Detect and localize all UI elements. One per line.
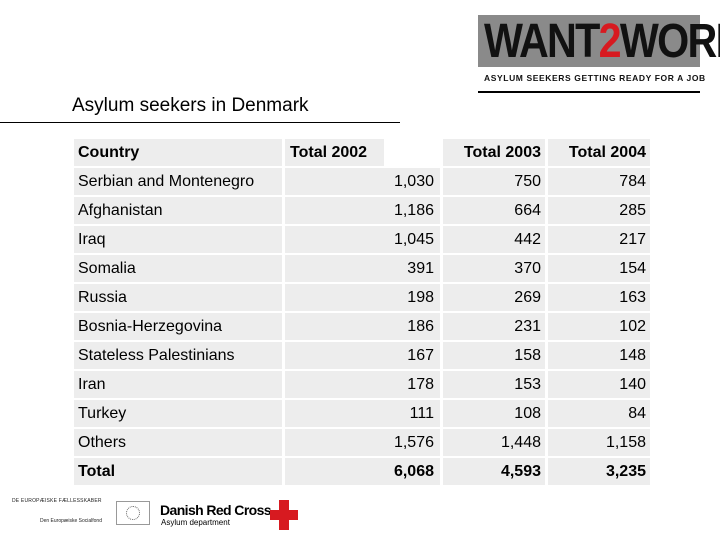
header-2004: Total 2004	[548, 139, 650, 166]
cell-country: Somalia	[74, 255, 282, 282]
cell-2002: 1,045	[285, 226, 440, 253]
cell-2003: 442	[443, 226, 545, 253]
cell-2002: 1,186	[285, 197, 440, 224]
esf-label: Den Europæiske Socialfond	[40, 518, 102, 524]
cell-country: Others	[74, 429, 282, 456]
drc-name: Danish Red Cross	[160, 502, 272, 518]
cell-2003: 231	[443, 313, 545, 340]
total-label: Total	[74, 458, 282, 485]
table-row: Others 1,576 1,448 1,158	[74, 428, 650, 457]
cell-2003: 269	[443, 284, 545, 311]
logo-tagline: ASYLUM SEEKERS GETTING READY FOR A JOB	[484, 73, 706, 83]
cell-country: Stateless Palestinians	[74, 342, 282, 369]
cell-country: Turkey	[74, 400, 282, 427]
logo-background	[478, 15, 700, 67]
table-row: Serbian and Montenegro 1,030 750 784	[74, 167, 650, 196]
cell-country: Afghanistan	[74, 197, 282, 224]
table-row: Afghanistan 1,186 664 285	[74, 196, 650, 225]
cell-2003: 158	[443, 342, 545, 369]
cell-country: Iran	[74, 371, 282, 398]
table-row: Somalia 391 370 154	[74, 254, 650, 283]
total-2002: 6,068	[285, 458, 440, 485]
table-row: Iran 178 153 140	[74, 370, 650, 399]
table-row: Russia 198 269 163	[74, 283, 650, 312]
cell-2004: 784	[548, 168, 650, 195]
header-2003: Total 2003	[443, 139, 545, 166]
cell-country: Russia	[74, 284, 282, 311]
cell-2002: 186	[285, 313, 440, 340]
eu-flag-icon	[116, 501, 150, 525]
total-2003: 4,593	[443, 458, 545, 485]
cell-2004: 217	[548, 226, 650, 253]
cell-2003: 1,448	[443, 429, 545, 456]
eu-label: DE EUROPÆISKE FÆLLESSKABER	[12, 498, 102, 504]
cell-2002: 111	[285, 400, 440, 427]
table-row: Iraq 1,045 442 217	[74, 225, 650, 254]
cell-2004: 148	[548, 342, 650, 369]
cell-2004: 285	[548, 197, 650, 224]
table-row: Stateless Palestinians 167 158 148	[74, 341, 650, 370]
want2work-logo: WANT2WORK ASYLUM SEEKERS GETTING READY F…	[478, 15, 720, 93]
logo-divider	[478, 91, 700, 93]
cell-country: Bosnia-Herzegovina	[74, 313, 282, 340]
cell-2004: 163	[548, 284, 650, 311]
cell-country: Serbian and Montenegro	[74, 168, 282, 195]
cell-2002: 391	[285, 255, 440, 282]
cell-2004: 84	[548, 400, 650, 427]
logo-wordmark: WANT2WORK	[484, 15, 720, 68]
drc-department: Asylum department	[161, 518, 230, 527]
cell-2003: 370	[443, 255, 545, 282]
table-total-row: Total 6,068 4,593 3,235	[74, 457, 650, 486]
eu-social-fund-logo: DE EUROPÆISKE FÆLLESSKABER Den Europæisk…	[12, 498, 150, 528]
cell-2003: 153	[443, 371, 545, 398]
cell-2002: 1,576	[285, 429, 440, 456]
cell-2004: 140	[548, 371, 650, 398]
cell-2003: 108	[443, 400, 545, 427]
cell-2004: 1,158	[548, 429, 650, 456]
cell-2003: 750	[443, 168, 545, 195]
cell-2002: 1,030	[285, 168, 440, 195]
table-row: Turkey 111 108 84	[74, 399, 650, 428]
danish-red-cross-logo: Danish Red Cross Asylum department	[160, 500, 300, 532]
cell-2004: 154	[548, 255, 650, 282]
cell-country: Iraq	[74, 226, 282, 253]
page-title: Asylum seekers in Denmark	[72, 95, 309, 116]
header-country: Country	[74, 139, 282, 166]
cell-2002: 167	[285, 342, 440, 369]
cell-2003: 664	[443, 197, 545, 224]
cell-2002: 198	[285, 284, 440, 311]
total-2004: 3,235	[548, 458, 650, 485]
cell-2004: 102	[548, 313, 650, 340]
title-divider	[0, 122, 400, 123]
table-row: Bosnia-Herzegovina 186 231 102	[74, 312, 650, 341]
table-header-row: Country Total 2002 Total 2003 Total 2004	[74, 138, 650, 167]
cell-2002: 178	[285, 371, 440, 398]
